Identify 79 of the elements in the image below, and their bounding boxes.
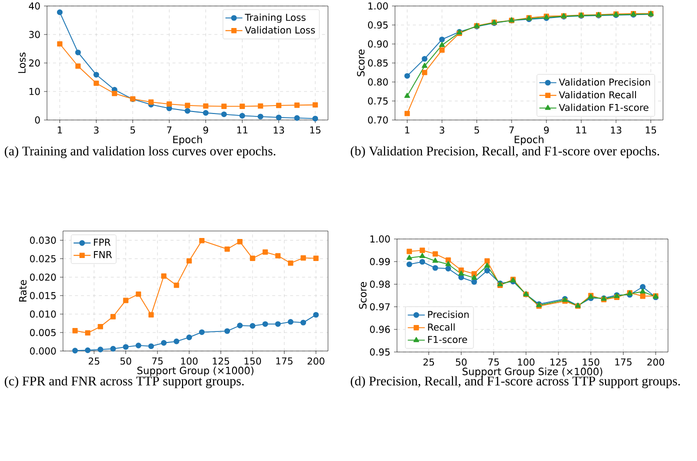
y-tick-label: 0.85 bbox=[368, 59, 388, 67]
x-tick-label: 200 bbox=[308, 358, 324, 365]
y-axis-title: Loss bbox=[18, 52, 26, 73]
x-tick-label: 9 bbox=[203, 126, 208, 134]
x-tick-label: 50 bbox=[456, 358, 467, 366]
legend-label: Validation Loss bbox=[244, 26, 315, 34]
x-tick-label: 1 bbox=[405, 126, 410, 134]
y-tick-label: 0.98 bbox=[370, 280, 390, 288]
x-tick-label: 75 bbox=[488, 358, 499, 366]
y-tick-label: 40 bbox=[28, 2, 40, 10]
y-tick-label: 0.015 bbox=[30, 292, 56, 300]
x-tick-label: 7 bbox=[167, 126, 172, 134]
x-tick-label: 125 bbox=[212, 358, 230, 365]
x-axis-title: Support Group Size (×1000) bbox=[462, 368, 602, 378]
text: (d) Precision, Recall, and F1-score across TTP support groups. bbox=[350, 376, 680, 388]
text: (a) Training and validation loss curves over epochs. bbox=[4, 146, 276, 158]
x-tick-label: 100 bbox=[181, 358, 198, 365]
y-tick-label: 10 bbox=[29, 88, 40, 96]
y-tick-label: 0.75 bbox=[368, 97, 388, 105]
y-tick-label: 0.99 bbox=[370, 258, 390, 266]
x-tick-label: 175 bbox=[276, 358, 292, 365]
y-tick-label: 0.010 bbox=[30, 310, 56, 318]
x-tick-label: 15 bbox=[310, 126, 320, 134]
x-tick-label: 25 bbox=[88, 358, 100, 365]
y-tick-label: 0.80 bbox=[368, 78, 388, 86]
x-tick-label: 1 bbox=[58, 126, 62, 134]
x-tick-label: 3 bbox=[440, 126, 444, 134]
text: (c) FPR and FNR across TTP support groups. bbox=[4, 376, 244, 388]
x-tick-label: 25 bbox=[423, 358, 434, 366]
y-tick-label: 0.95 bbox=[370, 348, 390, 356]
y-tick-label: 1.00 bbox=[368, 2, 388, 10]
x-axis-title: Epoch bbox=[173, 136, 202, 146]
legend-label: Training Loss bbox=[244, 14, 306, 23]
legend-label: Validation F1-score bbox=[558, 104, 648, 112]
x-axis-title: Epoch bbox=[514, 136, 544, 146]
x-tick-label: 9 bbox=[544, 126, 549, 134]
y-axis-title: Score bbox=[357, 50, 365, 76]
y-tick-label: 0.90 bbox=[368, 40, 388, 48]
y-tick-label: 0.020 bbox=[30, 274, 56, 281]
text: (b) Validation Precision, Recall, and F1-score over epochs. bbox=[350, 146, 660, 158]
x-tick-label: 100 bbox=[518, 358, 534, 366]
x-tick-label: 7 bbox=[509, 126, 514, 134]
y-axis-title: Score bbox=[359, 282, 367, 309]
x-tick-label: 75 bbox=[152, 358, 163, 365]
legend-label: Validation Precision bbox=[558, 78, 650, 86]
x-axis-title: Support Group (×1000) bbox=[137, 366, 254, 376]
y-tick-label: 0.005 bbox=[30, 328, 56, 336]
x-tick-label: 125 bbox=[550, 358, 567, 366]
legend-label: F1-score bbox=[428, 336, 468, 344]
x-tick-label: 50 bbox=[120, 358, 132, 365]
x-tick-label: 13 bbox=[274, 126, 284, 134]
y-tick-label: 0 bbox=[35, 116, 40, 124]
x-tick-label: 11 bbox=[576, 126, 586, 134]
y-tick-label: 0.97 bbox=[370, 303, 390, 310]
y-tick-label: 0.000 bbox=[30, 347, 56, 355]
y-tick-label: 1.00 bbox=[370, 235, 390, 243]
x-tick-label: 150 bbox=[582, 358, 600, 366]
y-tick-label: 30 bbox=[29, 30, 40, 38]
legend-label: Precision bbox=[428, 310, 469, 318]
x-tick-label: 3 bbox=[94, 126, 99, 134]
x-tick-label: 15 bbox=[646, 126, 656, 134]
y-tick-label: 20 bbox=[29, 59, 40, 67]
y-tick-label: 0.030 bbox=[30, 236, 56, 244]
y-axis-title: Rate bbox=[19, 280, 27, 302]
legend-label: FNR bbox=[94, 251, 112, 258]
legend-label: Recall bbox=[428, 323, 455, 331]
x-tick-label: 13 bbox=[611, 126, 622, 134]
x-tick-label: 200 bbox=[647, 358, 664, 366]
legend-label: FPR bbox=[94, 238, 111, 246]
x-tick-label: 5 bbox=[474, 126, 479, 134]
legend-label: Validation Recall bbox=[558, 91, 636, 98]
x-tick-label: 150 bbox=[244, 358, 261, 365]
x-tick-label: 5 bbox=[130, 126, 135, 134]
y-tick-label: 0.70 bbox=[368, 116, 388, 124]
x-tick-label: 175 bbox=[615, 358, 632, 366]
y-tick-label: 0.96 bbox=[370, 326, 390, 333]
x-tick-label: 11 bbox=[237, 126, 248, 134]
y-tick-label: 0.95 bbox=[368, 21, 388, 29]
y-tick-label: 0.025 bbox=[30, 255, 56, 262]
